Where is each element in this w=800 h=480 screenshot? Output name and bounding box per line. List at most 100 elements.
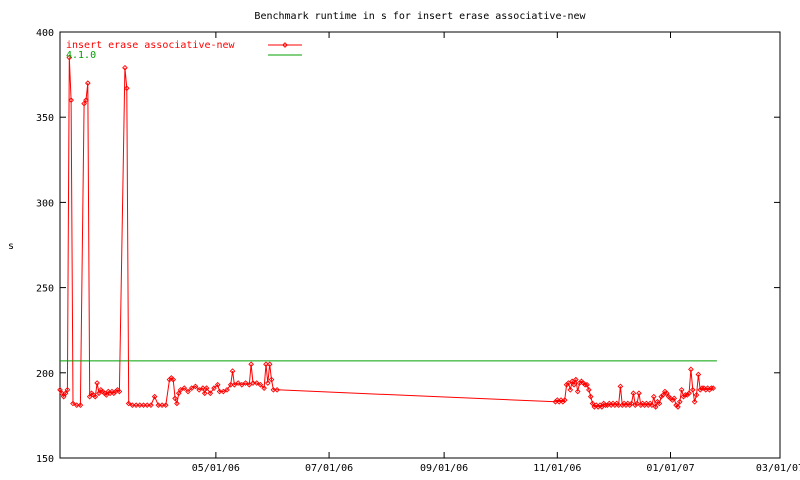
data-point (680, 393, 687, 400)
data-point (595, 404, 601, 410)
y-tick-label: 350 (36, 113, 54, 124)
data-point (68, 97, 74, 103)
data-point (641, 402, 648, 409)
data-point (214, 381, 221, 388)
data-point (266, 361, 273, 368)
data-point (188, 385, 195, 391)
x-axis-ticks: 05/01/06 07/01/06 09/01/06 11/01/06 01/01/07… (192, 32, 800, 474)
x-tick-label: 01/01/07 (646, 463, 694, 474)
data-point (691, 398, 698, 405)
y-axis-ticks: 150 200 250 300 350 400 (36, 28, 780, 465)
data-point (62, 390, 69, 397)
data-point (166, 376, 173, 383)
data-point (77, 402, 84, 409)
data-point (571, 381, 577, 388)
data-point (693, 392, 700, 398)
data-point (586, 387, 592, 393)
data-point (129, 402, 136, 409)
data-point (196, 387, 203, 393)
data-point (261, 385, 267, 391)
series-line-0 (59, 57, 714, 409)
data-point (83, 97, 89, 103)
data-point (623, 402, 629, 409)
x-tick-label: 11/01/06 (533, 463, 581, 474)
data-point (684, 392, 691, 398)
data-point (207, 390, 214, 397)
data-point (203, 385, 210, 391)
data-point (133, 402, 139, 409)
data-point (682, 392, 689, 398)
data-point (563, 381, 570, 388)
data-point (155, 402, 162, 409)
data-point (60, 393, 67, 400)
data-point (628, 400, 635, 407)
data-point (66, 54, 73, 61)
data-point (248, 361, 254, 368)
y-tick-label: 150 (36, 454, 54, 465)
data-point (144, 402, 151, 409)
data-point (64, 387, 71, 393)
data-point (634, 400, 640, 407)
data-point (582, 381, 588, 388)
series-layer (57, 54, 717, 410)
plot-frame (59, 31, 781, 459)
data-point (231, 381, 238, 388)
y-tick-label: 200 (36, 369, 54, 380)
data-point (591, 404, 598, 410)
data-point (565, 380, 572, 386)
data-point (675, 404, 681, 410)
data-point (242, 380, 249, 386)
x-tick-label: 05/01/06 (192, 463, 240, 474)
data-point (274, 387, 280, 393)
data-point (125, 400, 132, 407)
data-point (107, 390, 113, 397)
data-point (615, 402, 622, 409)
y-tick-label: 400 (36, 28, 54, 39)
data-point (270, 387, 277, 393)
data-point (552, 398, 559, 405)
data-point (604, 402, 611, 409)
data-point (602, 402, 609, 409)
y-tick-label: 300 (36, 198, 54, 209)
data-point (636, 390, 642, 397)
data-point (574, 388, 581, 395)
data-point (612, 402, 618, 409)
data-point (94, 380, 100, 386)
data-point (617, 383, 624, 390)
data-point (235, 380, 241, 386)
data-point (148, 402, 154, 409)
data-point (211, 385, 217, 391)
data-point (264, 380, 271, 386)
data-point (122, 64, 128, 71)
data-point (73, 402, 80, 409)
data-point (569, 378, 576, 385)
chart-title: Benchmark runtime in s for insert erase … (254, 11, 586, 22)
data-point (181, 385, 188, 391)
data-point (599, 404, 605, 410)
data-point (86, 393, 93, 400)
data-point (584, 381, 590, 388)
data-point (689, 387, 696, 393)
data-point (688, 366, 694, 373)
data-point (699, 385, 705, 391)
data-point (697, 387, 704, 393)
data-point (608, 402, 614, 409)
data-point (695, 371, 702, 378)
data-point (92, 393, 99, 400)
data-point (589, 400, 596, 407)
data-point (678, 387, 685, 393)
data-point (227, 381, 234, 388)
data-point (170, 376, 177, 383)
data-point (229, 368, 236, 374)
data-point (649, 402, 655, 409)
x-tick-label: 09/01/06 (420, 463, 468, 474)
data-point (626, 402, 633, 409)
data-point (561, 397, 568, 403)
data-point (702, 387, 709, 393)
data-point (201, 390, 208, 397)
data-point (573, 376, 579, 383)
data-point (619, 402, 626, 409)
data-point (250, 380, 256, 386)
